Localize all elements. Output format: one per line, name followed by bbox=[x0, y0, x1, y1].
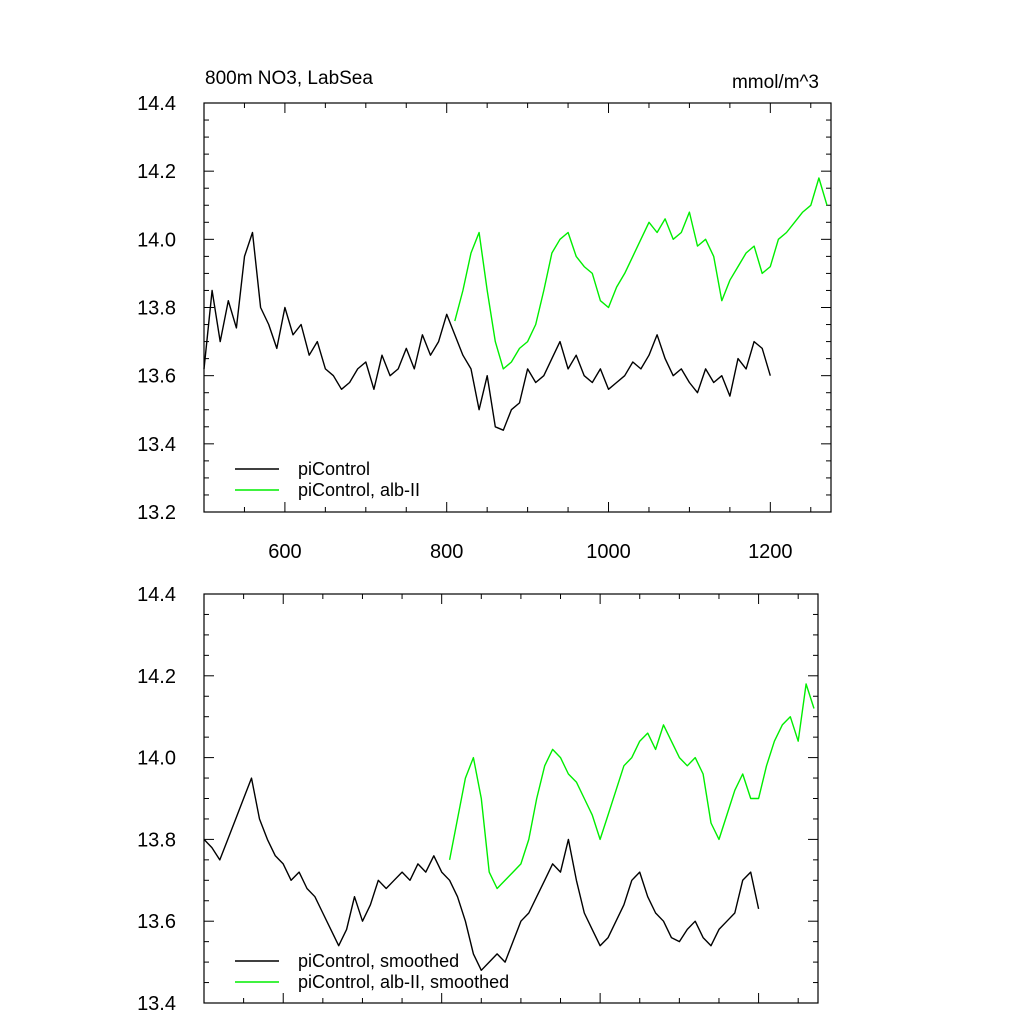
y-tick-label: 13.8 bbox=[137, 298, 176, 320]
bottom-y-tick-labels: 13.4 13.6 13.8 14.0 14.2 14.4 bbox=[137, 584, 176, 1015]
series-line-picontrol bbox=[203, 777, 760, 971]
legend-label-picontrol-alb-ii-smoothed: piControl, alb-II, smoothed bbox=[298, 972, 509, 992]
y-tick-label: 14.2 bbox=[137, 666, 176, 688]
y-tick-label: 13.8 bbox=[137, 829, 176, 851]
bottom-plot-frame bbox=[203, 593, 819, 1004]
top-axis-ticks bbox=[204, 102, 831, 513]
bottom-panel: 13.4 13.6 13.8 14.0 14.2 14.4 piControl, smoo… bbox=[137, 584, 819, 1015]
legend-label-picontrol-alb-ii: piControl, alb-II bbox=[298, 480, 420, 500]
bottom-legend: piControl, smoothed piControl, alb-II, s… bbox=[235, 951, 509, 992]
series-line-picontrol-alb-ii bbox=[454, 177, 828, 370]
y-tick-label: 14.2 bbox=[137, 161, 176, 183]
top-panel: 800m NO3, LabSea mmol/m^3 13.213.413.613… bbox=[137, 68, 832, 563]
units-label: mmol/m^3 bbox=[732, 72, 819, 93]
legend-label-picontrol: piControl bbox=[298, 459, 370, 479]
chart-title: 800m NO3, LabSea bbox=[205, 68, 373, 89]
series-line-picontrol bbox=[203, 231, 771, 431]
bottom-series-lines bbox=[203, 683, 815, 971]
y-tick-label: 14.4 bbox=[137, 93, 176, 115]
y-tick-label: 13.2 bbox=[137, 502, 176, 524]
legend-label-picontrol-smoothed: piControl, smoothed bbox=[298, 951, 459, 971]
top-y-tick-labels: 13.2 13.4 13.6 13.8 14.0 14.2 14.4 bbox=[137, 93, 176, 524]
top-plot-frame bbox=[203, 102, 832, 513]
x-tick-label: 800 bbox=[430, 541, 463, 563]
y-tick-label: 14.4 bbox=[137, 584, 176, 606]
y-tick-label: 13.6 bbox=[137, 366, 176, 388]
series-line-picontrol-alb-ii bbox=[448, 683, 815, 890]
top-series-lines bbox=[203, 177, 828, 431]
top-legend: piControl piControl, alb-II bbox=[235, 459, 420, 500]
top-x-tick-labels: 600 800 1000 1200 bbox=[268, 541, 792, 563]
y-tick-label: 13.4 bbox=[137, 434, 176, 456]
y-tick-label: 14.0 bbox=[137, 748, 176, 770]
bottom-axis-ticks bbox=[204, 593, 818, 1004]
x-tick-label: 1000 bbox=[586, 541, 631, 563]
y-tick-label: 14.0 bbox=[137, 229, 176, 251]
y-tick-label: 13.6 bbox=[137, 911, 176, 933]
y-tick-label: 13.4 bbox=[137, 993, 176, 1015]
x-tick-label: 600 bbox=[268, 541, 301, 563]
x-tick-label: 1200 bbox=[748, 541, 793, 563]
